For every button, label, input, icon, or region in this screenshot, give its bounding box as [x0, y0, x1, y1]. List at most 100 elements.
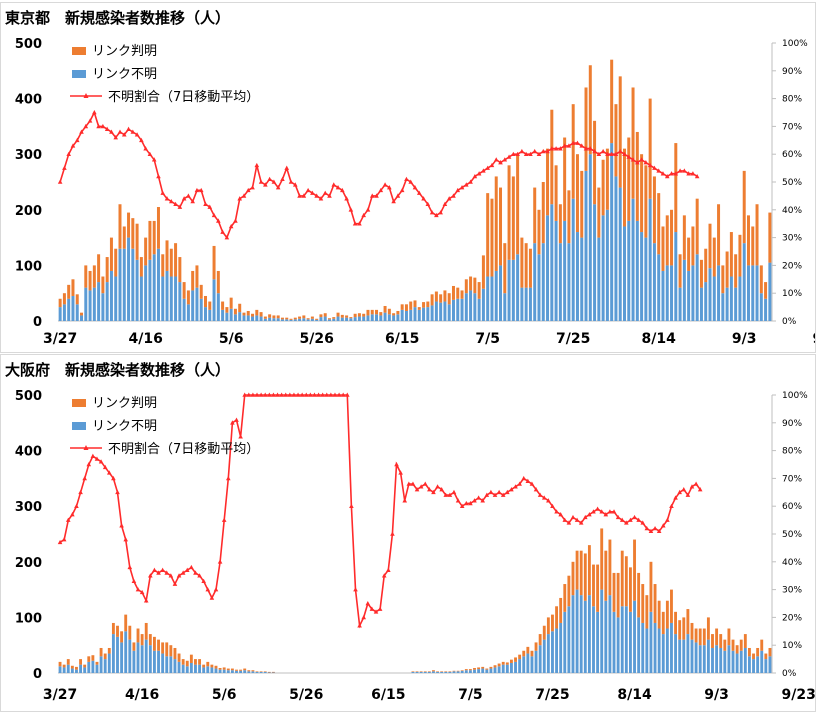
ratio-marker — [331, 182, 337, 187]
bar-unlinked — [415, 671, 419, 673]
ratio-marker — [455, 187, 461, 193]
y2-tick-label: 90% — [782, 419, 802, 429]
bar-unlinked — [490, 276, 494, 321]
bar-linked — [687, 237, 691, 271]
legend-label: リンク判明 — [92, 44, 157, 59]
bar-linked — [494, 176, 498, 271]
bar-unlinked — [652, 243, 656, 321]
bar-unlinked — [62, 304, 66, 321]
bar-linked — [233, 308, 237, 315]
bar-unlinked — [563, 220, 567, 321]
ratio-marker — [57, 539, 63, 545]
ratio-marker — [472, 173, 478, 179]
bar-linked — [206, 661, 210, 667]
bar-unlinked — [212, 279, 216, 321]
bar-unlinked — [678, 287, 682, 321]
bar-linked — [528, 248, 532, 288]
bar-unlinked — [444, 671, 448, 673]
bar-unlinked — [661, 270, 665, 321]
bar-linked — [694, 628, 698, 643]
ratio-marker — [177, 204, 183, 209]
ratio-marker — [242, 392, 248, 397]
ratio-marker — [513, 484, 518, 489]
bar-linked — [509, 659, 513, 663]
bar-unlinked — [349, 318, 353, 321]
ratio-marker — [429, 210, 435, 215]
ratio-marker — [609, 151, 614, 156]
bar-unlinked — [640, 232, 644, 321]
bar-unlinked — [600, 589, 604, 673]
bar-unlinked — [157, 650, 160, 673]
bar-unlinked — [136, 642, 140, 673]
bar-unlinked — [345, 317, 349, 321]
bar-unlinked — [725, 287, 729, 321]
bar-unlinked — [116, 636, 119, 673]
bar-unlinked — [263, 671, 267, 673]
ratio-marker — [201, 578, 206, 584]
bar-unlinked — [610, 143, 614, 321]
ratio-marker — [340, 187, 345, 193]
bar-unlinked — [460, 298, 464, 321]
ratio-marker — [410, 481, 416, 486]
bar-linked — [169, 248, 173, 277]
bar-linked — [75, 294, 79, 305]
ratio-marker — [408, 179, 414, 184]
ratio-marker — [669, 503, 674, 508]
bar-unlinked — [641, 622, 645, 673]
bar-linked — [235, 669, 238, 671]
bar-unlinked — [509, 662, 513, 673]
ratio-marker — [414, 487, 420, 492]
bar-linked — [105, 257, 109, 283]
bar-linked — [448, 671, 452, 672]
ratio-marker — [361, 212, 366, 218]
bar-linked — [440, 671, 444, 672]
bar-linked — [451, 285, 455, 300]
bar-unlinked — [439, 302, 443, 321]
ratio-marker — [498, 160, 503, 165]
ratio-marker — [391, 198, 396, 204]
bar-linked — [452, 670, 456, 672]
bar-linked — [755, 204, 759, 266]
bar-linked — [417, 307, 421, 310]
bar-linked — [128, 625, 132, 640]
ratio-marker — [98, 459, 104, 464]
ratio-marker — [406, 481, 412, 486]
bar-linked — [276, 315, 280, 319]
ratio-marker — [468, 179, 473, 184]
ratio-marker — [151, 157, 157, 162]
ratio-marker — [271, 179, 277, 184]
ratio-marker — [541, 495, 547, 500]
bar-unlinked — [306, 319, 310, 321]
bar-linked — [259, 671, 263, 672]
bar-unlinked — [332, 318, 336, 321]
bar-linked — [97, 254, 101, 283]
bar-unlinked — [477, 669, 481, 673]
bar-linked — [567, 575, 571, 607]
bar-linked — [251, 313, 255, 317]
bar-linked — [649, 561, 653, 612]
bar-unlinked — [208, 309, 212, 321]
ratio-marker — [427, 487, 432, 492]
ratio-marker — [207, 204, 213, 209]
ratio-marker — [348, 207, 354, 212]
bar-unlinked — [432, 671, 435, 673]
bar-unlinked — [83, 667, 87, 673]
ratio-marker — [213, 587, 219, 592]
ratio-marker — [143, 146, 148, 151]
ratio-marker — [292, 182, 298, 187]
ratio-marker — [100, 123, 106, 129]
bar-unlinked — [186, 304, 190, 321]
ratio-marker — [324, 392, 330, 397]
bar-unlinked — [481, 668, 485, 673]
ratio-marker — [143, 598, 149, 603]
ratio-marker — [673, 171, 679, 176]
bar-linked — [58, 661, 62, 667]
bar-unlinked — [695, 254, 699, 321]
bar-unlinked — [456, 671, 460, 673]
bar-linked — [497, 663, 501, 667]
bar-linked — [357, 313, 361, 317]
bar-linked — [315, 318, 319, 320]
ratio-marker — [619, 517, 625, 522]
ratio-marker — [121, 132, 127, 137]
bar-unlinked — [92, 287, 96, 321]
